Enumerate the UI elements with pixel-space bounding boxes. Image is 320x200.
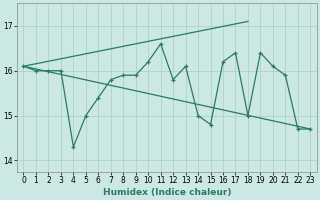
X-axis label: Humidex (Indice chaleur): Humidex (Indice chaleur)	[103, 188, 231, 197]
